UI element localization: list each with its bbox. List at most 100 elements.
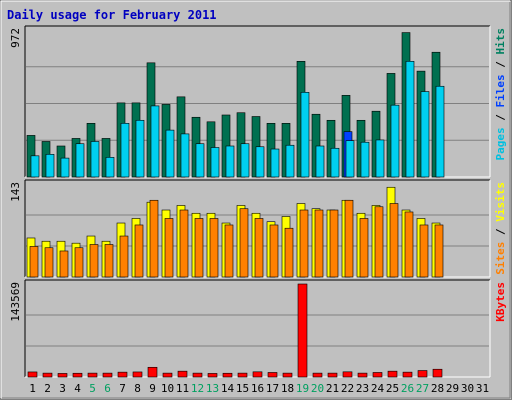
bar-kbytes-kbytes-16 xyxy=(252,371,263,378)
x-tick-label-8: 8 xyxy=(134,382,141,395)
x-tick-label-16: 16 xyxy=(251,382,264,395)
bar-visits-sites-2 xyxy=(44,247,54,278)
y-axis-label-part: Sites xyxy=(494,242,507,275)
bar-visits-sites-16 xyxy=(254,218,264,278)
x-tick-label-22: 22 xyxy=(341,382,354,395)
bar-hits-pages-13 xyxy=(210,147,220,178)
bar-hits-pages-22 xyxy=(345,140,355,178)
bar-visits-sites-4 xyxy=(74,247,84,278)
x-tick-label-20: 20 xyxy=(311,382,324,395)
bar-kbytes-kbytes-6 xyxy=(102,372,113,378)
bar-hits-pages-21 xyxy=(330,147,340,178)
bar-kbytes-kbytes-15 xyxy=(237,372,248,378)
panel-visits: 143 Sites / Visits xyxy=(9,179,507,278)
bar-hits-pages-5 xyxy=(90,141,100,178)
bar-hits-pages-14 xyxy=(225,145,235,178)
bar-hits-pages-9 xyxy=(150,105,160,178)
bars-kbytes xyxy=(27,283,443,378)
x-tick-label-5: 5 xyxy=(89,382,96,395)
bar-visits-sites-19 xyxy=(299,209,309,278)
bar-kbytes-kbytes-20 xyxy=(312,372,323,378)
bar-hits-pages-4 xyxy=(75,143,85,178)
bar-visits-sites-15 xyxy=(239,208,249,278)
bar-visits-sites-18 xyxy=(284,227,294,278)
bar-visits-sites-7 xyxy=(119,235,129,278)
bar-kbytes-kbytes-25 xyxy=(387,370,398,378)
bar-kbytes-kbytes-22 xyxy=(342,371,353,378)
bar-hits-pages-2 xyxy=(45,154,55,178)
y-axis-label-separator: / xyxy=(494,55,507,75)
bar-visits-sites-28 xyxy=(434,224,444,278)
bar-hits-pages-1 xyxy=(30,155,40,178)
y-max-label: 972 xyxy=(9,28,22,48)
x-tick-label-17: 17 xyxy=(266,382,279,395)
bar-kbytes-kbytes-7 xyxy=(117,371,128,378)
x-tick-label-27: 27 xyxy=(416,382,429,395)
bar-hits-pages-11 xyxy=(180,133,190,178)
bar-hits-pages-20 xyxy=(315,145,325,178)
bar-kbytes-kbytes-17 xyxy=(267,372,278,378)
x-tick-label-6: 6 xyxy=(104,382,111,395)
x-tick-label-24: 24 xyxy=(371,382,385,395)
panel-kbytes: 143569 KBytes xyxy=(9,279,507,378)
x-tick-label-30: 30 xyxy=(461,382,474,395)
bar-kbytes-kbytes-3 xyxy=(57,373,68,378)
y-axis-label: Pages / Files / Hits xyxy=(494,28,507,161)
bar-kbytes-kbytes-24 xyxy=(372,372,383,378)
x-tick-label-21: 21 xyxy=(326,382,339,395)
bar-kbytes-kbytes-8 xyxy=(132,371,143,378)
y-axis-label-separator: / xyxy=(494,222,507,242)
bar-kbytes-kbytes-11 xyxy=(177,370,188,378)
bar-hits-pages-18 xyxy=(285,144,295,178)
bar-kbytes-kbytes-5 xyxy=(87,372,98,378)
bars-hits xyxy=(26,32,445,178)
bar-hits-pages-26 xyxy=(405,61,415,178)
y-axis-label-part: Pages xyxy=(494,127,507,160)
x-tick-label-28: 28 xyxy=(431,382,444,395)
bar-kbytes-kbytes-13 xyxy=(207,373,218,378)
bar-hits-pages-28 xyxy=(435,85,445,178)
bar-kbytes-kbytes-19 xyxy=(297,283,308,378)
bar-visits-sites-12 xyxy=(194,218,204,278)
y-max-label: 143 xyxy=(9,182,22,202)
bar-hits-pages-25 xyxy=(390,104,400,178)
x-tick-label-4: 4 xyxy=(74,382,81,395)
bar-visits-sites-1 xyxy=(29,246,39,278)
bar-kbytes-kbytes-10 xyxy=(162,372,173,378)
bar-kbytes-kbytes-4 xyxy=(72,372,83,378)
bar-hits-pages-27 xyxy=(420,91,430,178)
x-tick-label-25: 25 xyxy=(386,382,399,395)
bar-kbytes-kbytes-28 xyxy=(432,368,443,378)
bars-visits xyxy=(26,186,444,278)
x-tick-label-12: 12 xyxy=(191,382,204,395)
bar-kbytes-kbytes-18 xyxy=(282,372,293,378)
x-tick-label-7: 7 xyxy=(119,382,126,395)
bar-kbytes-kbytes-14 xyxy=(222,372,233,378)
bar-visits-sites-11 xyxy=(179,209,189,278)
bar-hits-pages-10 xyxy=(165,129,175,178)
bar-visits-sites-23 xyxy=(359,218,369,278)
y-max-label: 143569 xyxy=(9,282,22,322)
bar-hits-pages-24 xyxy=(375,139,385,178)
bar-visits-sites-20 xyxy=(314,209,324,278)
bar-visits-sites-5 xyxy=(89,244,99,278)
bar-visits-sites-8 xyxy=(134,224,144,278)
y-axis-label-separator: / xyxy=(494,108,507,128)
bar-visits-sites-6 xyxy=(104,244,114,278)
y-axis-label: Sites / Visits xyxy=(494,182,507,275)
y-axis-label-part: KBytes xyxy=(494,282,507,322)
x-tick-label-19: 19 xyxy=(296,382,309,395)
bar-visits-sites-21 xyxy=(329,209,339,278)
bar-kbytes-kbytes-12 xyxy=(192,372,203,378)
bar-hits-pages-6 xyxy=(105,157,115,178)
bar-visits-sites-3 xyxy=(59,250,69,278)
bar-visits-sites-9 xyxy=(149,199,159,278)
bar-kbytes-kbytes-26 xyxy=(402,371,413,378)
bar-visits-sites-26 xyxy=(404,211,414,278)
chart-title: Daily usage for February 2011 xyxy=(7,8,217,22)
bar-visits-sites-17 xyxy=(269,224,279,278)
bar-hits-pages-8 xyxy=(135,119,145,178)
bar-hits-pages-17 xyxy=(270,148,280,178)
